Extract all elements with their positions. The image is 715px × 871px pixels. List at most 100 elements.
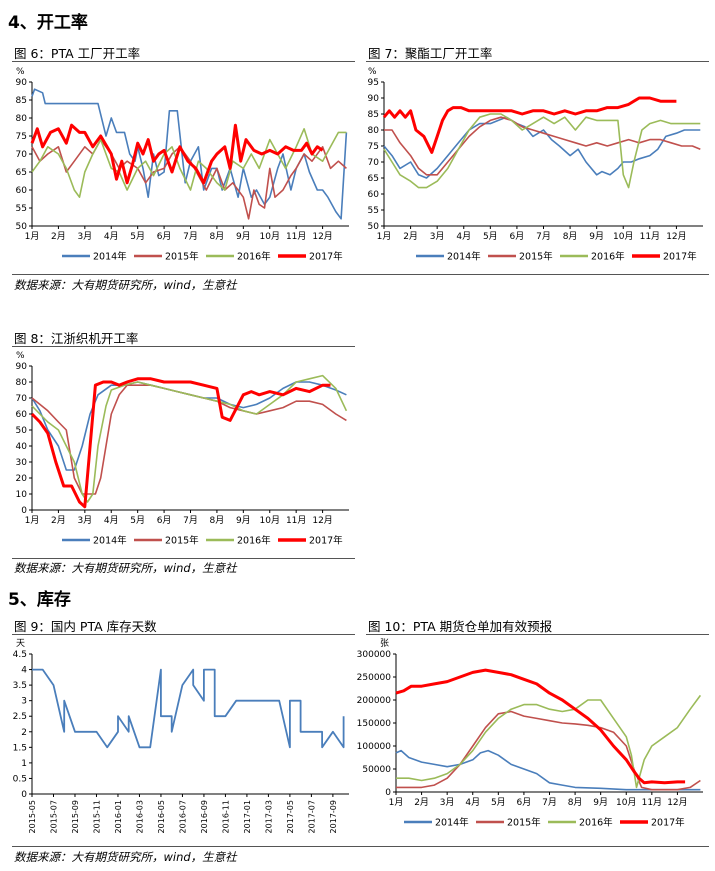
- y-tick-label: 85: [368, 110, 379, 120]
- x-tick-label: 12月: [312, 515, 332, 526]
- x-tick-label: 8月: [563, 231, 578, 242]
- x-tick-label: 12月: [312, 231, 332, 242]
- legend-label-2015年: 2015年: [507, 817, 541, 829]
- divider: [12, 61, 355, 62]
- x-tick-label: 2015-07: [49, 800, 58, 833]
- x-tick-label: 3月: [430, 231, 445, 242]
- y-tick-label: 55: [16, 204, 27, 214]
- y-tick-label: 30: [16, 458, 28, 468]
- x-tick-label: 11月: [640, 231, 660, 242]
- series-line-2015年: [396, 710, 701, 791]
- x-tick-label: 1月: [377, 231, 392, 242]
- y-tick-label: 90: [16, 362, 28, 372]
- legend-label-2016年: 2016年: [579, 817, 613, 829]
- series-line-2015年: [384, 116, 701, 176]
- y-tick-label: 55: [368, 206, 379, 216]
- divider: [366, 634, 709, 635]
- legend-label-2016年: 2016年: [591, 251, 625, 263]
- y-tick-label: 75: [16, 132, 27, 142]
- x-tick-label: 11月: [286, 231, 306, 242]
- source-note: 数据来源：大有期货研究所，wind，生意社: [14, 278, 237, 292]
- x-tick-label: 3月: [77, 231, 92, 242]
- chart-fig10: 张 0 50000 100000 150000 200000 250000 300000 1月 2…: [357, 638, 703, 829]
- x-tick-label: 9月: [236, 515, 251, 526]
- x-tick-label: 8月: [568, 797, 583, 808]
- y-tick-label: 65: [368, 174, 379, 184]
- y-tick-label: 80: [16, 114, 28, 124]
- y-tick-label: 50: [16, 426, 28, 436]
- y-tick-label: 0: [385, 788, 391, 798]
- y-tick-label: 300000: [357, 650, 392, 660]
- x-tick-label: 7月: [536, 231, 551, 242]
- x-tick-label: 2015-05: [28, 800, 37, 833]
- x-tick-label: 2月: [51, 515, 66, 526]
- x-tick-label: 8月: [210, 231, 225, 242]
- x-tick-label: 3月: [77, 515, 92, 526]
- x-tick-label: 2016-01: [114, 800, 123, 833]
- source-note: 数据来源：大有期货研究所，wind，生意社: [14, 850, 237, 864]
- x-tick-label: 2016-05: [157, 800, 166, 833]
- x-tick-label: 2017-01: [243, 800, 252, 833]
- y-tick-label: 70: [16, 394, 28, 404]
- y-tick-label: 50: [368, 222, 380, 232]
- y-tick-label: 20: [16, 474, 28, 484]
- x-tick-label: 7月: [183, 515, 198, 526]
- legend-label-2016年: 2016年: [237, 535, 271, 547]
- y-axis-unit: %: [368, 67, 377, 77]
- y-tick-label: 60: [368, 190, 380, 200]
- y-tick-label: 3: [21, 697, 27, 707]
- x-tick-label: 10月: [616, 797, 636, 808]
- x-tick-label: 6月: [517, 797, 532, 808]
- x-tick-label: 2017-09: [329, 800, 338, 833]
- y-tick-label: 3.5: [13, 681, 27, 691]
- divider: [12, 346, 355, 347]
- x-tick-label: 2月: [51, 231, 66, 242]
- x-tick-label: 9月: [236, 231, 251, 242]
- x-tick-label: 10月: [260, 231, 280, 242]
- x-tick-label: 4月: [104, 515, 119, 526]
- chart-fig6: % 50 55 60 65 70 75 80 85 90 1月 2月 3月 4月 5月 6月 7月 8月 9月 10月…: [16, 67, 349, 263]
- chart-fig7: % 50 55 60 65 70 75 80 85 90 95 1月 2月 3月 4月 5月 6月 7月 8月 9月 1…: [368, 67, 703, 263]
- y-axis-unit: %: [16, 351, 25, 361]
- y-tick-label: 2.5: [13, 712, 27, 722]
- series-line-2017年: [382, 96, 677, 154]
- y-tick-label: 100000: [357, 742, 392, 752]
- x-tick-label: 2017-05: [286, 800, 295, 833]
- chart-title-fig6: 图 6：PTA 工厂开工率: [14, 46, 141, 61]
- x-tick-label: 4月: [456, 231, 471, 242]
- y-tick-label: 50000: [362, 765, 391, 775]
- legend-label-2015年: 2015年: [165, 251, 199, 263]
- x-tick-label: 4月: [104, 231, 119, 242]
- x-tick-label: 11月: [286, 515, 306, 526]
- y-tick-label: 65: [16, 168, 27, 178]
- legend-label-2014年: 2014年: [93, 535, 127, 547]
- legend-label-2014年: 2014年: [93, 251, 127, 263]
- legend-label-2017年: 2017年: [651, 817, 685, 829]
- series-line-2014年: [395, 749, 701, 791]
- series-line-PTA库存天数: [32, 668, 345, 749]
- chart-title-fig8: 图 8：江浙织机开工率: [14, 331, 139, 346]
- x-tick-label: 1月: [25, 515, 40, 526]
- series-line-2017年: [30, 123, 324, 185]
- series-line-2016年: [383, 113, 701, 189]
- divider: [12, 846, 709, 847]
- y-tick-label: 250000: [357, 673, 392, 683]
- x-tick-label: 2016-09: [200, 800, 209, 833]
- x-tick-label: 3月: [440, 797, 455, 808]
- x-tick-label: 5月: [130, 515, 145, 526]
- x-tick-label: 2015-11: [92, 800, 101, 833]
- x-tick-label: 5月: [491, 797, 506, 808]
- x-tick-label: 9月: [589, 231, 604, 242]
- x-tick-label: 1月: [389, 797, 404, 808]
- divider: [366, 61, 709, 62]
- section-heading-operating-rate: 4、开工率: [8, 13, 88, 33]
- chart-title-fig10: 图 10：PTA 期货仓单加有效预报: [368, 619, 553, 634]
- x-tick-label: 11月: [642, 797, 662, 808]
- series-line-2017年: [395, 668, 686, 785]
- divider: [12, 274, 709, 275]
- y-axis-unit: %: [16, 67, 25, 77]
- x-tick-label: 12月: [666, 231, 686, 242]
- divider: [12, 558, 355, 559]
- legend-label-2015年: 2015年: [519, 251, 553, 263]
- x-tick-label: 6月: [157, 231, 172, 242]
